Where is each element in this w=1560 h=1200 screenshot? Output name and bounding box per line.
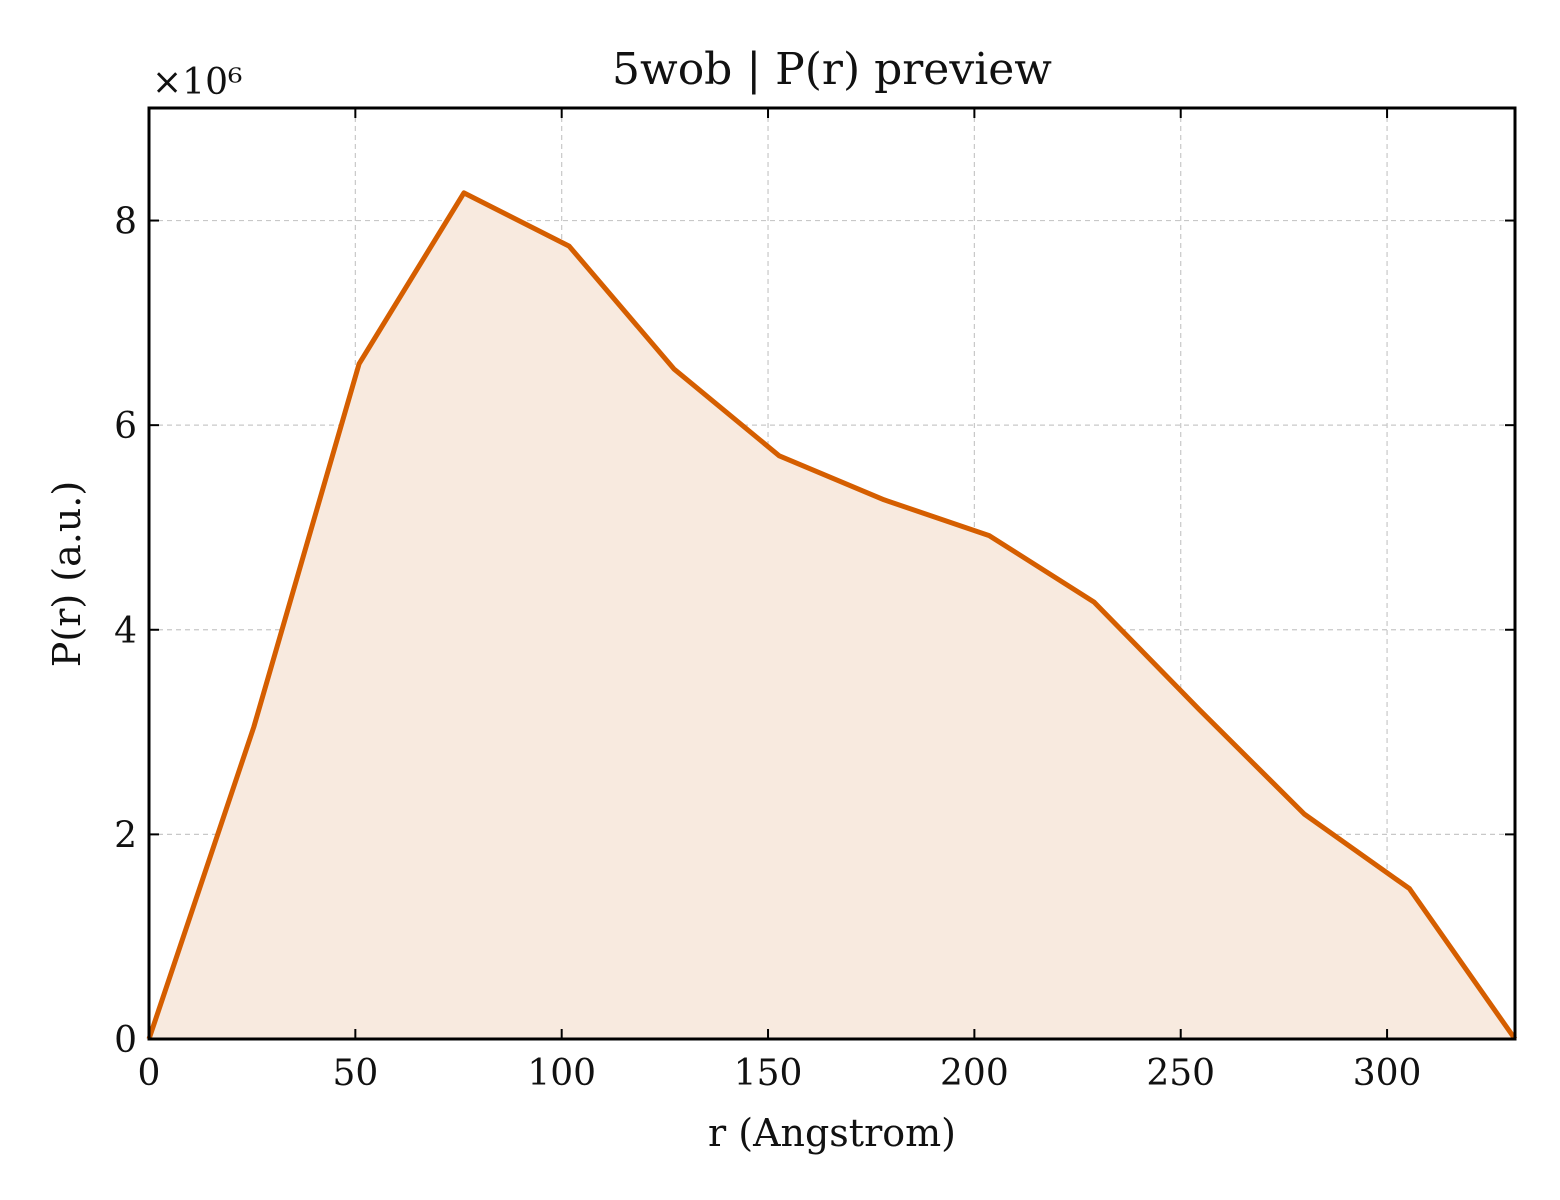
x-tick-label: 50	[332, 1053, 378, 1094]
x-tick-label: 300	[1353, 1053, 1422, 1094]
chart-title: 5wob | P(r) preview	[612, 44, 1052, 95]
ticks-layer: 0 50 100 150 200 250 300 0 2 4 6 8	[114, 108, 1515, 1094]
pr-area-fill	[149, 192, 1515, 1039]
x-tick-label: 150	[734, 1053, 803, 1094]
y-axis-label: P(r) (a.u.)	[45, 481, 89, 667]
y-tick-label: 2	[114, 815, 137, 856]
y-tick-label: 0	[114, 1020, 137, 1061]
y-tick-label: 8	[114, 202, 137, 243]
x-tick-label: 200	[940, 1053, 1009, 1094]
y-tick-label: 6	[114, 406, 137, 447]
plot-frame	[147, 106, 1517, 1041]
x-tick-label: 0	[138, 1053, 161, 1094]
x-tick-label: 100	[527, 1053, 596, 1094]
y-tick-label: 4	[114, 611, 137, 652]
y-axis-multiplier: ×10⁶	[152, 62, 242, 103]
x-axis-label: r (Angstrom)	[708, 1111, 956, 1155]
x-tick-label: 250	[1146, 1053, 1215, 1094]
pr-series-line	[146, 190, 1518, 1041]
